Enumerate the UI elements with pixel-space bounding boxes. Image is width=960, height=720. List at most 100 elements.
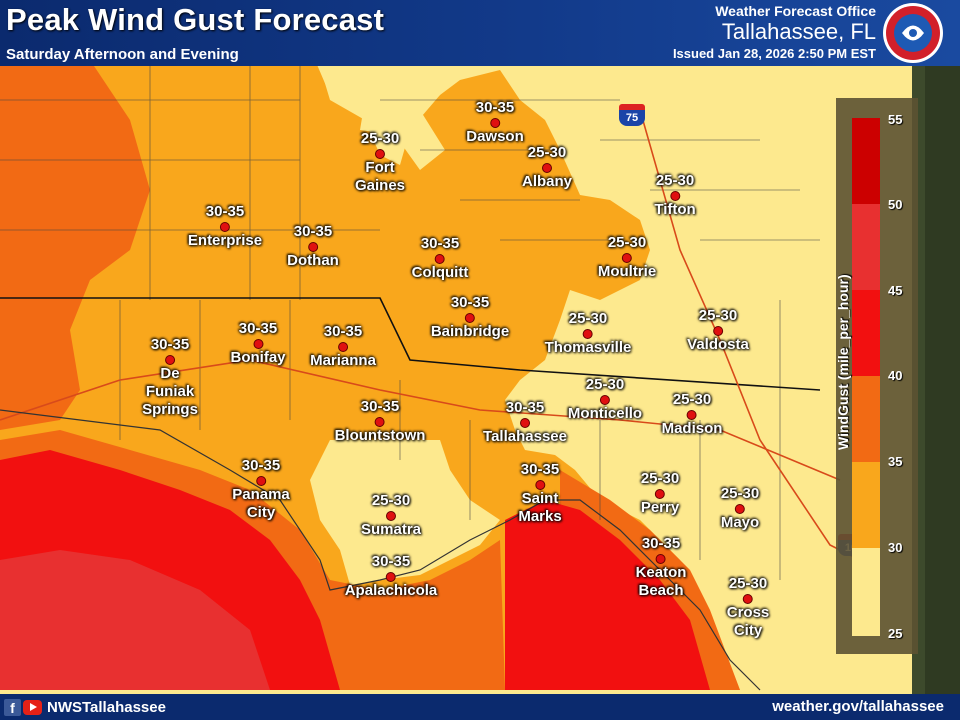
city-apalachicola: 30-35 Apalachicola bbox=[345, 553, 438, 600]
city-name: Madison bbox=[661, 420, 723, 437]
city-marker-icon bbox=[165, 355, 175, 365]
city-moultrie: 25-30 Moultrie bbox=[598, 234, 656, 281]
office-name: Weather Forecast Office bbox=[715, 3, 876, 19]
city-marker-icon bbox=[465, 313, 475, 323]
city-colquitt: 30-35 Colquitt bbox=[412, 235, 469, 282]
city-marker-icon bbox=[374, 417, 385, 427]
city-gust-value: 25-30 bbox=[720, 485, 760, 502]
city-gust-value: 30-35 bbox=[150, 336, 190, 353]
city-marker-icon bbox=[670, 191, 680, 201]
city-cross-city: 25-30 Cross City bbox=[727, 575, 770, 640]
nws-logo-icon bbox=[883, 3, 943, 63]
header-banner: Peak Wind Gust Forecast Saturday Afterno… bbox=[0, 0, 960, 66]
legend-tick-50: 50 bbox=[888, 197, 903, 212]
coastline bbox=[0, 409, 761, 691]
city-bonifay: 30-35 Bonifay bbox=[230, 320, 285, 367]
city-name: Albany bbox=[521, 173, 573, 190]
city-gust-value: 30-35 bbox=[323, 323, 363, 340]
city-gust-value: 30-35 bbox=[241, 457, 281, 474]
zone-35-40 bbox=[0, 60, 150, 430]
city-sumatra: 25-30 Sumatra bbox=[361, 492, 421, 539]
city-marker-icon bbox=[219, 222, 230, 232]
city-name: Perry bbox=[640, 499, 680, 516]
city-marker-icon bbox=[655, 489, 665, 499]
city-marker-icon bbox=[375, 149, 385, 159]
city-name: Bonifay bbox=[230, 349, 286, 366]
city-name: Sumatra bbox=[360, 521, 422, 538]
city-gust-value: 30-35 bbox=[520, 461, 560, 478]
city-perry: 25-30 Perry bbox=[641, 470, 679, 517]
city-marker-icon bbox=[599, 395, 610, 405]
city-mayo: 25-30 Mayo bbox=[721, 485, 759, 532]
facebook-icon[interactable]: f bbox=[4, 698, 21, 716]
city-name: Blountstown bbox=[334, 427, 426, 444]
city-gust-value: 25-30 bbox=[698, 307, 738, 324]
city-gust-value: 30-35 bbox=[371, 553, 411, 570]
website-link[interactable]: weather.gov/tallahassee bbox=[772, 698, 944, 715]
city-blountstown: 30-35 Blountstown bbox=[335, 398, 426, 445]
city-marker-icon bbox=[534, 480, 545, 490]
state-line bbox=[0, 297, 821, 391]
legend-title: WindGust (mile_per_hour) bbox=[835, 274, 851, 450]
city-gust-value: 30-35 bbox=[205, 203, 245, 220]
city-dawson: 30-35 Dawson bbox=[466, 99, 524, 146]
city-marker-icon bbox=[435, 254, 445, 264]
city-albany: 25-30 Albany bbox=[522, 144, 572, 191]
legend-tick-55: 55 bbox=[888, 112, 903, 127]
social-handle[interactable]: NWSTallahassee bbox=[47, 698, 166, 716]
legend-tick-35: 35 bbox=[888, 454, 903, 469]
city-name: Cross City bbox=[726, 604, 770, 639]
city-marianna: 30-35 Marianna bbox=[310, 323, 376, 370]
legend-tick-25: 25 bbox=[888, 626, 903, 641]
city-gust-value: 30-35 bbox=[293, 223, 333, 240]
city-name: Tifton bbox=[654, 201, 696, 218]
city-marker-icon bbox=[656, 554, 666, 564]
city-gust-value: 25-30 bbox=[607, 234, 647, 251]
page-subtitle: Saturday Afternoon and Evening bbox=[6, 46, 239, 63]
city-name: Keaton Beach bbox=[635, 564, 687, 599]
youtube-icon[interactable] bbox=[23, 699, 42, 715]
city-bainbridge: 30-35 Bainbridge bbox=[431, 294, 509, 341]
city-name: Apalachicola bbox=[344, 582, 438, 599]
city-name: Mayo bbox=[720, 514, 760, 531]
city-marker-icon bbox=[489, 118, 500, 128]
city-name: Monticello bbox=[567, 405, 643, 422]
city-name: Bainbridge bbox=[430, 323, 510, 340]
legend-tick-30: 30 bbox=[888, 540, 903, 555]
zone-45-50 bbox=[0, 550, 270, 690]
footer-banner: f NWSTallahassee weather.gov/tallahassee bbox=[0, 694, 960, 720]
city-marker-icon bbox=[337, 342, 348, 352]
city-marker-icon bbox=[712, 326, 723, 336]
city-name: Valdosta bbox=[687, 336, 749, 353]
page-title: Peak Wind Gust Forecast bbox=[6, 2, 385, 37]
city-marker-icon bbox=[735, 504, 745, 514]
city-enterprise: 30-35 Enterprise bbox=[188, 203, 262, 250]
city-gust-value: 25-30 bbox=[585, 376, 625, 393]
city-name: De Funiak Springs bbox=[142, 365, 198, 418]
city-thomasville: 25-30 Thomasville bbox=[545, 310, 632, 357]
city-name: Colquitt bbox=[411, 264, 469, 281]
city-marker-icon bbox=[687, 410, 697, 420]
city-gust-value: 25-30 bbox=[655, 172, 695, 189]
city-gust-value: 30-35 bbox=[360, 398, 400, 415]
city-dothan: 30-35 Dothan bbox=[287, 223, 339, 270]
city-name: Thomasville bbox=[544, 339, 632, 356]
city-name: Moultrie bbox=[597, 263, 657, 280]
city-tallahassee: 30-35 Tallahassee bbox=[483, 399, 567, 446]
city-gust-value: 30-35 bbox=[238, 320, 278, 337]
city-name: Enterprise bbox=[187, 232, 263, 249]
city-madison: 25-30 Madison bbox=[662, 391, 723, 438]
social-links: f NWSTallahassee bbox=[4, 698, 166, 716]
city-gust-value: 25-30 bbox=[728, 575, 768, 592]
office-city: Tallahassee, FL bbox=[721, 19, 876, 44]
city-name: Saint Marks bbox=[518, 490, 562, 525]
city-saint-marks: 30-35 Saint Marks bbox=[518, 461, 561, 526]
issued-time: Issued Jan 28, 2026 2:50 PM EST bbox=[672, 46, 876, 61]
city-name: Marianna bbox=[310, 352, 376, 369]
city-marker-icon bbox=[519, 418, 530, 428]
i75-line bbox=[639, 109, 861, 561]
city-name: Dothan bbox=[287, 252, 339, 269]
city-marker-icon bbox=[385, 572, 396, 582]
legend-tick-40: 40 bbox=[888, 368, 903, 383]
